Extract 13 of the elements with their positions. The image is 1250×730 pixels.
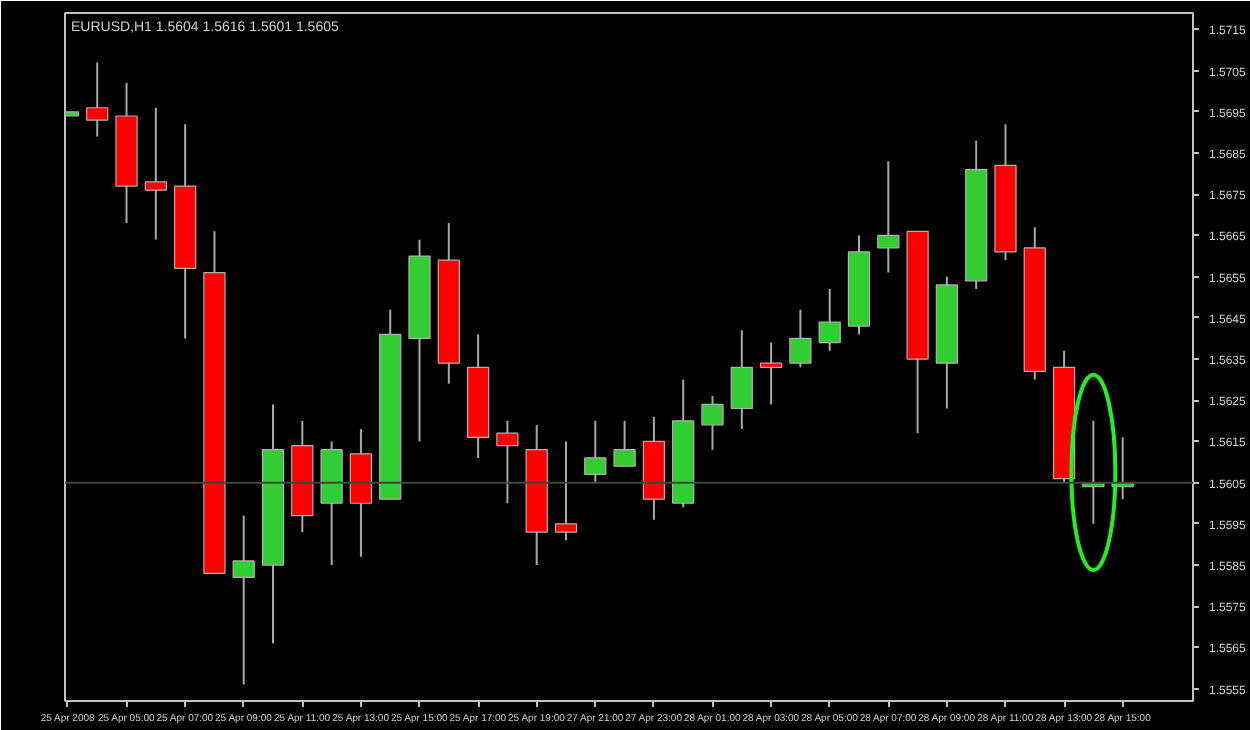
candlestick (613, 419, 636, 468)
candlestick (584, 419, 607, 484)
candlestick (144, 106, 167, 241)
candlestick (759, 341, 783, 406)
candlestick (496, 419, 519, 505)
candlestick (877, 160, 900, 274)
candlestick (730, 329, 753, 431)
candlestick (554, 440, 578, 542)
candlestick (789, 308, 812, 369)
candlestick (818, 288, 841, 352)
candlestick (232, 514, 255, 686)
candlestick (701, 395, 724, 451)
candlestick (86, 61, 109, 138)
